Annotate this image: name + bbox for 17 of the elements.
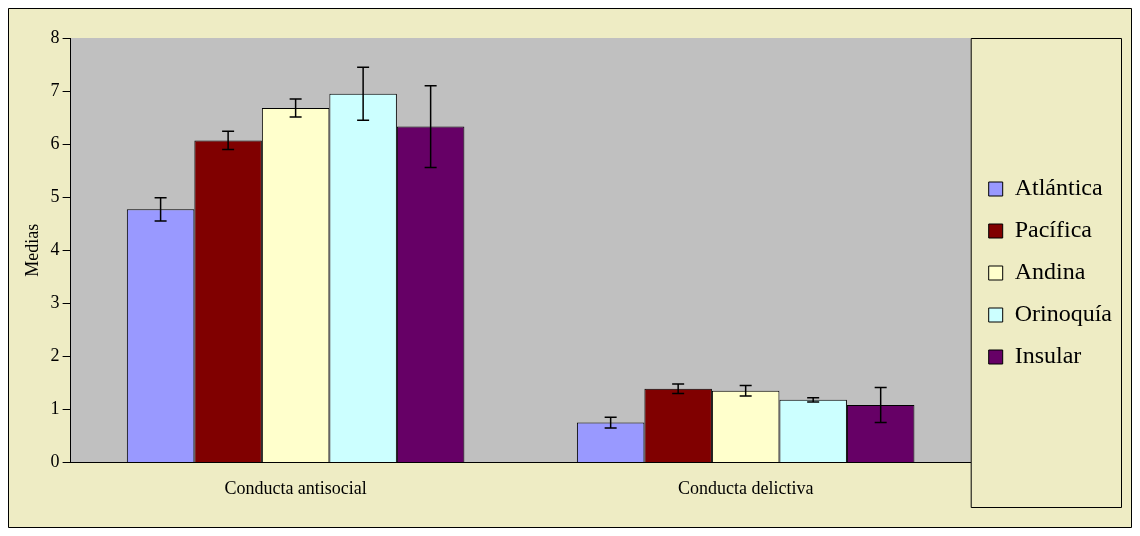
y-tick-label: 5 <box>50 185 60 206</box>
x-tick-label: Conducta delictiva <box>677 477 814 498</box>
y-tick-label: 2 <box>50 345 60 366</box>
legend-label: Insular <box>1014 342 1082 369</box>
legend-label: Atlántica <box>1014 174 1103 201</box>
y-tick-label: 0 <box>50 451 60 472</box>
y-tick-label: 6 <box>50 132 60 153</box>
y-tick-label: 7 <box>50 79 60 100</box>
y-tick-label: 8 <box>50 26 60 47</box>
x-tick-label: Conducta antisocial <box>224 477 367 498</box>
legend-label: Pacífica <box>1014 216 1093 243</box>
y-tick-label: 3 <box>50 291 60 312</box>
y-tick-label: 1 <box>50 398 60 419</box>
y-tick-label: 4 <box>50 238 60 259</box>
legend-label: Orinoquía <box>1014 300 1113 327</box>
y-axis-title: Medias <box>21 223 42 277</box>
legend-label: Andina <box>1014 258 1086 285</box>
